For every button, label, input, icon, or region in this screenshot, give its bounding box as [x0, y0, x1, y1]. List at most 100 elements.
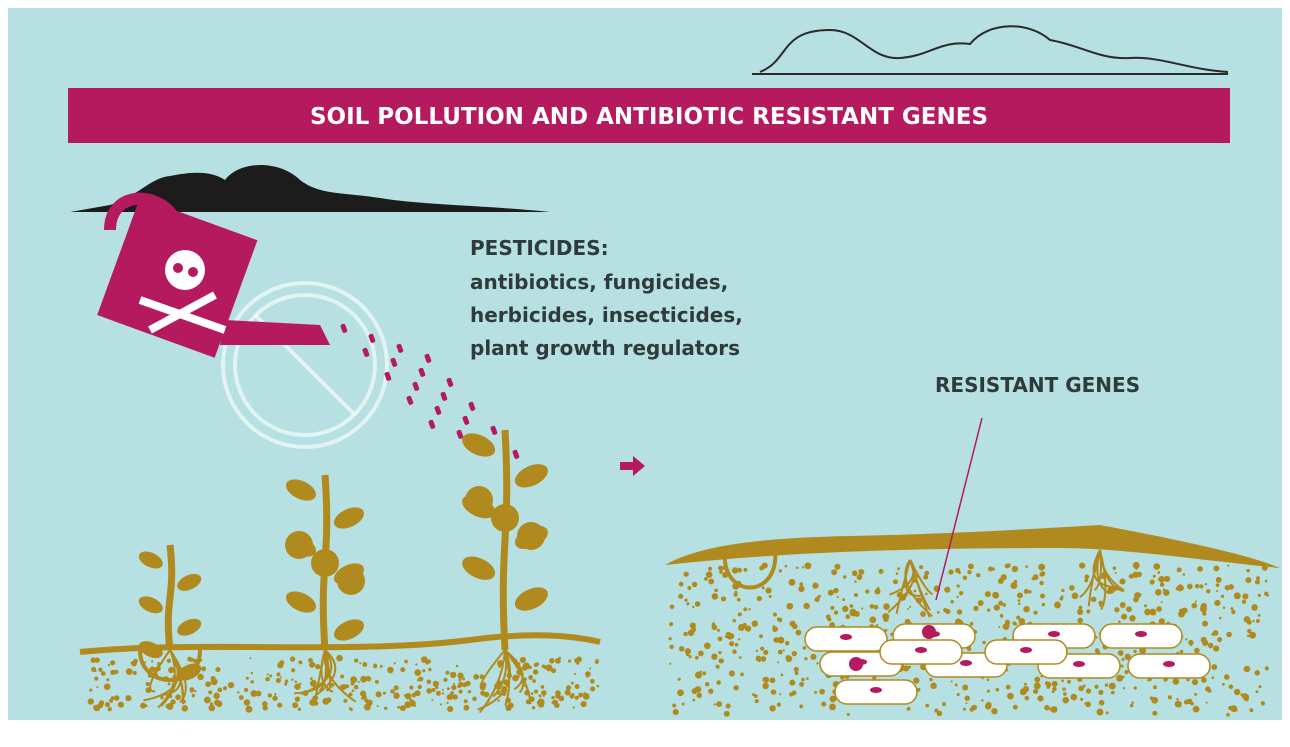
root	[909, 559, 933, 595]
drop	[456, 429, 464, 439]
soil-particle	[1045, 681, 1052, 688]
fruit	[311, 549, 339, 577]
soil-particle	[1264, 666, 1269, 671]
soil-particle	[1079, 562, 1086, 569]
soil-particle	[589, 667, 592, 670]
soil-particle	[733, 685, 739, 691]
soil-particle	[1012, 704, 1018, 710]
soil-particle	[1010, 582, 1018, 590]
soil-particle	[751, 620, 758, 627]
soil-particle	[1062, 696, 1070, 704]
soil-particle	[192, 658, 197, 663]
soil-particle	[1243, 616, 1251, 623]
soil-particle	[869, 616, 877, 624]
soil-particle	[567, 659, 572, 663]
drop	[446, 377, 454, 387]
leaf	[514, 587, 548, 611]
soil-particle	[166, 702, 174, 710]
soil-particle	[678, 581, 684, 587]
soil-particle	[986, 678, 990, 682]
soil-particle	[1022, 685, 1030, 693]
soil-particle	[1186, 698, 1193, 705]
soil-particle	[506, 672, 512, 679]
drop	[412, 381, 420, 391]
soil-particle	[262, 701, 268, 707]
soil-particle	[737, 612, 742, 617]
soil-particle	[981, 699, 984, 702]
soil-particle	[540, 685, 545, 689]
soil-particle	[1247, 628, 1252, 634]
soil-surface	[665, 525, 1280, 568]
soil-particle	[379, 664, 383, 668]
soil-particle	[481, 682, 487, 688]
soil-particle	[1158, 618, 1165, 625]
soil-particle	[831, 569, 838, 576]
soil-particle	[967, 569, 972, 575]
soil-particle	[362, 662, 368, 668]
soil-particle	[94, 676, 99, 681]
soil-particle	[716, 680, 721, 685]
soil-particle	[1264, 579, 1268, 583]
soil-particle	[827, 617, 832, 622]
soil-particle	[284, 679, 289, 683]
soil-particle	[786, 602, 794, 610]
soil-particle	[275, 677, 282, 684]
soil-particle	[1231, 609, 1236, 615]
soil-particle	[1211, 632, 1215, 636]
soil-particle	[711, 653, 718, 660]
soil-particle	[1129, 615, 1136, 622]
drop	[468, 401, 476, 411]
soil-particle	[222, 686, 228, 691]
soil-particle	[191, 693, 196, 698]
soil-particle	[869, 604, 875, 609]
soil-particle	[90, 657, 96, 663]
soil-particle	[1098, 699, 1105, 706]
soil-particle	[1044, 704, 1050, 711]
root	[1096, 549, 1111, 595]
root	[477, 649, 511, 711]
soil-particle	[1255, 619, 1260, 623]
soil-particle	[925, 703, 930, 708]
soil-particle	[1110, 690, 1115, 695]
soil-particle	[265, 677, 269, 681]
soil-particle	[414, 669, 422, 676]
soil-particle	[1131, 701, 1134, 705]
soil-particle	[785, 655, 793, 663]
drop	[368, 333, 376, 343]
soil-particle	[1254, 579, 1260, 585]
soil-particle	[1186, 677, 1190, 682]
soil-particle	[733, 592, 738, 597]
soil-particle	[1255, 690, 1259, 694]
title-bar	[68, 88, 1230, 143]
soil-particle	[784, 564, 788, 568]
soil-particle	[985, 701, 992, 708]
soil-particle	[668, 637, 672, 641]
soil-particle	[945, 608, 951, 615]
soil-particle	[1070, 693, 1078, 701]
soil-particle	[799, 582, 804, 587]
gene	[840, 634, 852, 640]
soil-particle	[348, 692, 353, 697]
soil-particle	[431, 699, 434, 702]
soil-particle	[718, 565, 723, 571]
soil-particle	[906, 706, 911, 711]
soil-particle	[1028, 590, 1032, 594]
soil-particle	[1114, 571, 1117, 574]
soil-particle	[1202, 639, 1209, 647]
soil-particle	[435, 685, 439, 690]
soil-particle	[197, 673, 204, 681]
soil-particle	[1119, 602, 1126, 608]
soil-particle	[784, 640, 790, 646]
soil-particle	[188, 668, 194, 673]
soil-particle	[573, 658, 577, 662]
soil-particle	[958, 590, 964, 596]
soil-particle	[684, 648, 691, 655]
soil-particle	[1095, 636, 1098, 639]
soil-particle	[262, 705, 268, 711]
soil-particle	[113, 695, 120, 701]
soil-particle	[948, 569, 954, 575]
gene	[870, 687, 882, 693]
soil-particle	[227, 682, 235, 689]
soil-particle	[1062, 687, 1066, 691]
soil-particle	[436, 690, 441, 696]
